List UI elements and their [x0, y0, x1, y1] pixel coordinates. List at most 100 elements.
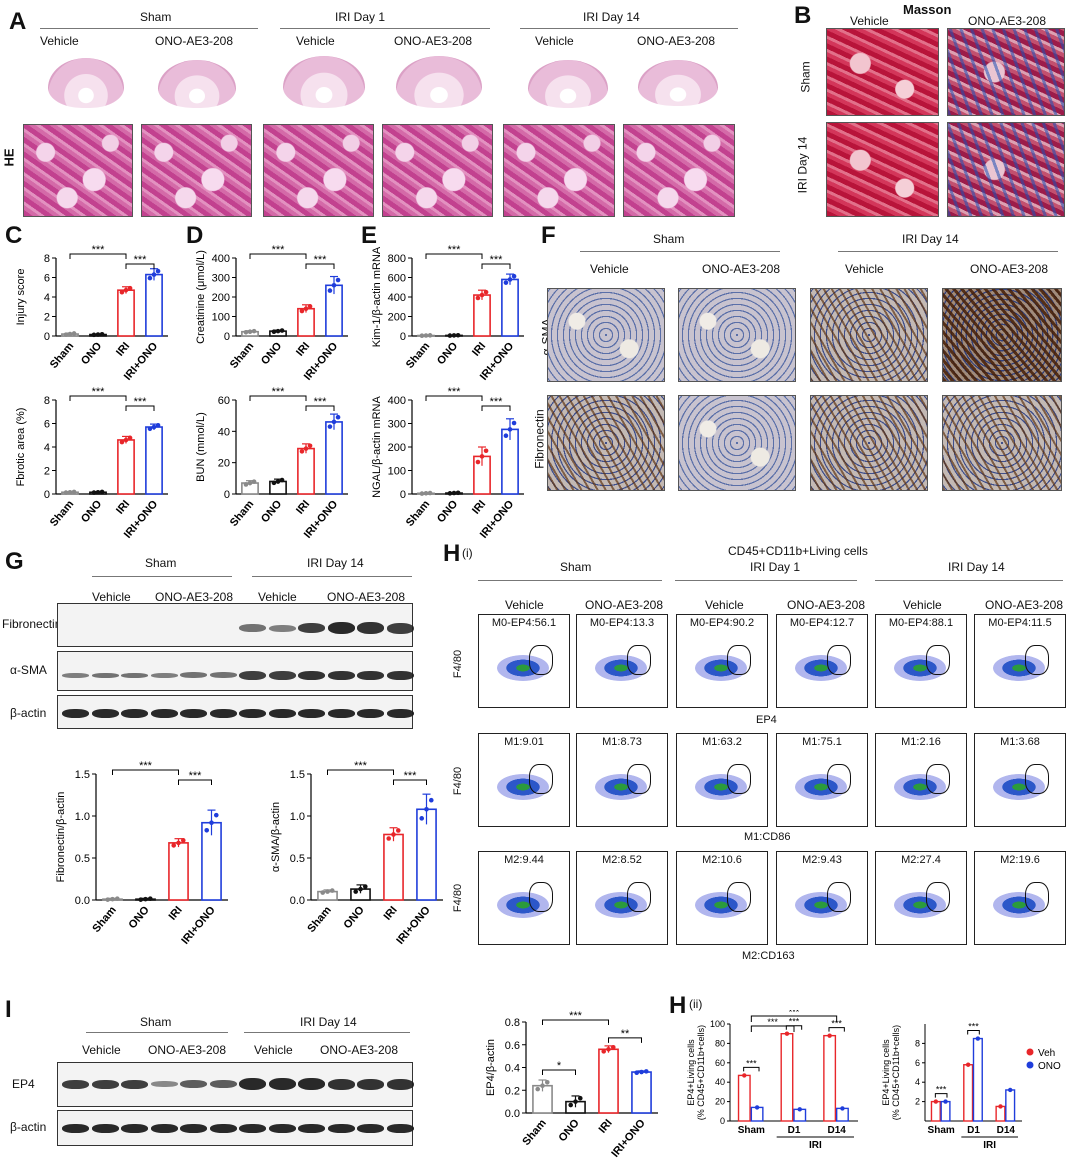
data-point	[329, 888, 335, 893]
data-point	[483, 289, 489, 295]
gate-outline	[529, 764, 553, 794]
significance-label: ***	[404, 770, 418, 782]
y-axis-label: EP4/β-actin	[485, 1039, 497, 1096]
data-point	[67, 489, 73, 495]
y-tick-label: 400	[388, 292, 406, 304]
significance-label: ***	[314, 254, 328, 266]
bar	[117, 439, 135, 495]
x-tick-label: ONO	[79, 498, 105, 525]
data-point	[95, 489, 101, 495]
gate-percent-label: M2:19.6	[1000, 854, 1040, 866]
h-col-2: Vehicle	[705, 598, 744, 612]
x-tick-label: Sham	[48, 340, 77, 371]
x-tick-label: Sham	[228, 498, 257, 529]
y-tick-label: 600	[388, 273, 406, 285]
y-tick-label: 1.0	[290, 811, 305, 823]
a-col-2: Vehicle	[296, 34, 335, 48]
data-point	[544, 1079, 550, 1085]
masson-micrograph	[947, 28, 1065, 116]
blot-band	[150, 672, 178, 678]
significance-label: ***	[448, 244, 462, 256]
f-col-3: ONO-AE3-208	[970, 262, 1049, 276]
g-group-sham: Sham	[145, 556, 177, 570]
data-point	[331, 419, 337, 425]
flow-plot: M2:19.6	[974, 851, 1066, 945]
x-tick-label: IRI	[114, 340, 132, 358]
blot-band	[357, 1078, 384, 1090]
data-point	[303, 446, 309, 451]
significance-bracket	[393, 779, 427, 785]
data-point	[151, 424, 157, 430]
blot-band	[239, 624, 266, 632]
kidney-section-image	[283, 56, 365, 108]
data-point	[209, 820, 214, 826]
data-point	[127, 435, 133, 441]
significance-bracket	[934, 1093, 948, 1098]
panel-letter-h-ii: (ii)	[689, 997, 703, 1011]
data-point	[147, 426, 153, 432]
data-point	[243, 482, 249, 487]
significance-label: ***	[272, 386, 286, 398]
h-group-line-sham	[478, 580, 662, 581]
x-tick-label: IRI	[294, 498, 312, 516]
data-point	[303, 306, 309, 311]
data-point	[105, 897, 111, 902]
bar	[972, 1037, 983, 1122]
blot-band	[150, 1123, 178, 1133]
data-point	[251, 479, 257, 484]
x-tick-label: ONO	[259, 340, 285, 367]
y-tick-label: 4	[44, 442, 50, 454]
blot-band	[62, 708, 89, 718]
gate-outline	[627, 764, 651, 794]
i-col-3: ONO-AE3-208	[320, 1043, 399, 1057]
y-tick-label: 0.6	[505, 1040, 520, 1052]
panel-letter-h2: H	[669, 992, 687, 1019]
a-stain-label: HE	[1, 148, 17, 167]
y-axis-label: Kim-1/β-actin mRNA	[371, 246, 383, 347]
blot-band	[298, 623, 325, 633]
data-point	[540, 1083, 545, 1088]
chart-g1: 0.0 0.5 1.0 1.5 Fibronectin/β-actin Sham ONO IR…	[55, 760, 228, 947]
h-x-label: EP4	[756, 714, 777, 726]
data-point	[503, 280, 509, 285]
gate-outline	[827, 645, 851, 675]
significance-label: ***	[139, 760, 153, 772]
x-tick-label: IRI+ONO	[609, 1117, 648, 1160]
legend-marker	[1026, 1061, 1034, 1069]
blot-band	[268, 670, 296, 680]
y-tick-label: 0	[44, 489, 50, 501]
flow-plot: M0-EP4:56.1	[478, 614, 570, 708]
blot-band	[386, 708, 414, 718]
y-tick-label: 20	[218, 458, 230, 470]
i-col-1: ONO-AE3-208	[148, 1043, 227, 1057]
a-group-sham: Sham	[140, 10, 172, 24]
flow-plot: M1:75.1	[776, 733, 868, 827]
significance-bracket	[750, 1025, 795, 1032]
blot-band	[62, 1123, 89, 1133]
gate-percent-label: M2:9.44	[504, 854, 544, 866]
h-x-label: M1:CD86	[744, 831, 791, 843]
h-col-1: ONO-AE3-208	[585, 598, 664, 612]
significance-label: ***	[789, 1010, 800, 1017]
f-col-2: Vehicle	[845, 262, 884, 276]
data-point	[155, 422, 161, 428]
data-point	[63, 490, 69, 495]
y-tick-label: 0.0	[505, 1108, 520, 1120]
x-tick-label: Sham	[738, 1125, 765, 1136]
y-tick-label: 8	[915, 1038, 920, 1048]
x-tick-label: D14	[997, 1125, 1016, 1136]
bar	[325, 421, 343, 495]
blot-band	[91, 1123, 119, 1133]
b-row-0: Sham	[798, 61, 813, 93]
i-blot-label: β-actin	[10, 1120, 47, 1134]
data-point	[138, 897, 144, 902]
data-point	[71, 331, 77, 336]
chart-e2: 0 100 200 300 400 NGAL/β-actin mRNA Sham ONO IRI…	[371, 386, 524, 541]
significance-label: ***	[831, 1019, 842, 1029]
significance-bracket	[69, 395, 127, 401]
flow-plot: M1:2.16	[875, 733, 967, 827]
significance-bracket	[608, 1037, 642, 1043]
data-point	[1007, 1087, 1013, 1093]
bar	[117, 289, 135, 337]
blot-band	[209, 1123, 237, 1133]
